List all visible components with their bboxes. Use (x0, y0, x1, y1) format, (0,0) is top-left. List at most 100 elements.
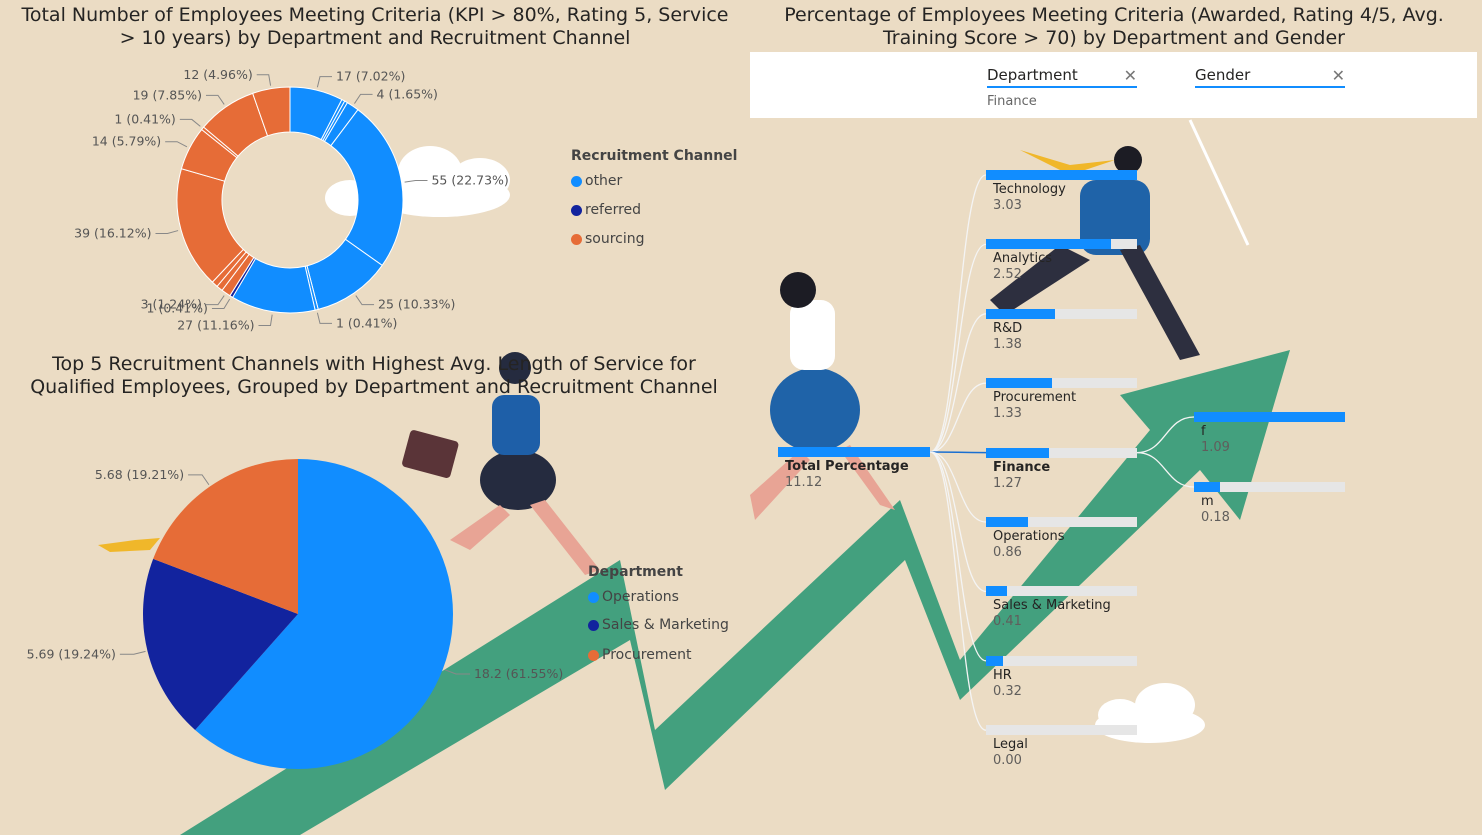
tree-node-department-label: Legal 0.00 (993, 737, 1028, 769)
tree-connector (929, 243, 987, 453)
node-value: 2.52 (993, 267, 1022, 283)
legend-item-referred[interactable]: referred (571, 202, 641, 218)
node-value: 1.33 (993, 406, 1022, 422)
tree-node-department-label: Sales & Marketing 0.41 (993, 598, 1111, 630)
tree-node-department-bar-fill (986, 308, 1056, 319)
donut-data-label: 3 (1.24%) (141, 297, 202, 312)
node-name: Legal (993, 737, 1028, 753)
legend-dot-icon (588, 591, 599, 603)
node-value: 1.09 (1201, 440, 1230, 455)
tree-node-department-bar-fill (986, 170, 1137, 180)
node-name: Operations (993, 529, 1065, 544)
legend-dot-icon (588, 649, 599, 661)
tree-node-department-bar[interactable] (986, 517, 1137, 527)
node-value: 1.27 (993, 475, 1022, 491)
tree-node-department-bar-fill (986, 517, 1029, 527)
pie-slice[interactable] (195, 459, 454, 769)
legend-item-sales-marketing[interactable]: Sales & Marketing (588, 617, 729, 633)
node-value: 1.38 (993, 336, 1022, 352)
tree-node-gender-label: m 0.18 (1201, 494, 1230, 526)
tree-node-gender-bar[interactable] (1194, 412, 1345, 422)
tree-node-department-label: Procurement 1.33 (993, 390, 1076, 422)
tree-connector (929, 382, 987, 453)
donut-data-label: 12 (4.96%) (183, 67, 252, 82)
department-field[interactable]: Department ✕ (987, 66, 1137, 88)
node-name: Total Percentage (785, 459, 909, 474)
node-name: f (1201, 424, 1206, 439)
tree-root-bar[interactable] (778, 447, 930, 457)
tree-connector (929, 451, 987, 523)
donut-chart-title: Total Number of Employees Meeting Criter… (21, 4, 729, 49)
pie-slice[interactable] (153, 459, 298, 614)
donut-data-label: 1 (0.41%) (147, 300, 208, 315)
node-value: 3.03 (993, 198, 1022, 213)
donut-leader-line (316, 312, 332, 324)
legend-dot-icon (571, 175, 582, 187)
tree-node-department-label: Analytics 2.52 (993, 251, 1052, 283)
legend-item-other[interactable]: other (571, 173, 622, 189)
donut-data-label: 25 (10.33%) (378, 297, 455, 312)
tree-node-department-bar[interactable] (986, 239, 1137, 250)
tree-node-department-bar[interactable] (986, 586, 1137, 597)
pie-chart[interactable]: 18.2 (61.55%) 5.69 (19.24%) 5.68 (19.21%) (0, 400, 580, 810)
legend-title-recruitment: Recruitment Channel (571, 148, 738, 164)
legend-dot-icon (588, 619, 599, 631)
donut-data-label: 39 (16.12%) (74, 225, 151, 240)
gender-field[interactable]: Gender ✕ (1195, 66, 1345, 88)
donut-data-label: 27 (11.16%) (177, 317, 254, 332)
close-icon[interactable]: ✕ (1123, 66, 1137, 85)
tree-node-gender-bar[interactable] (1194, 482, 1345, 492)
legend-item-procurement[interactable]: Procurement (588, 647, 691, 663)
tree-node-department-bar[interactable] (986, 308, 1137, 319)
tree-node-gender-bar-fill (1194, 482, 1220, 492)
donut-data-label: 17 (7.02%) (336, 69, 405, 84)
legend-item-operations[interactable]: Operations (588, 589, 679, 605)
runner-figure-right (990, 119, 1250, 360)
pie-leader-line (444, 669, 470, 675)
legend-dot-icon (571, 204, 582, 216)
pie-data-label: 18.2 (61.55%) (474, 666, 563, 681)
tree-node-department-bar[interactable] (986, 655, 1137, 666)
tree-root-bar-fill (778, 447, 930, 457)
legend-item-sourcing[interactable]: sourcing (571, 231, 645, 247)
tree-connector (1136, 451, 1195, 488)
node-value: 11.12 (785, 475, 823, 490)
node-name: HR (993, 667, 1012, 683)
tree-node-department-bar-fill (986, 239, 1112, 250)
scarf-shape (98, 538, 160, 552)
node-value: 0.00 (993, 753, 1022, 769)
donut-data-label: 1 (0.41%) (336, 315, 397, 330)
legend-dot-icon (571, 233, 582, 245)
tree-node-department-label: HR 0.32 (993, 668, 1022, 700)
runner-figure-left (402, 352, 600, 575)
donut-leader-line (205, 94, 225, 105)
tree-connector (929, 451, 987, 662)
donut-data-label: 1 (0.41%) (114, 111, 175, 126)
donut-leader-line (205, 295, 225, 306)
tree-node-department-bar-fill (986, 586, 1008, 597)
close-icon[interactable]: ✕ (1331, 66, 1345, 85)
donut-data-label: 55 (22.73%) (431, 172, 508, 187)
tree-node-department-bar[interactable] (986, 170, 1137, 180)
node-name: Analytics (993, 251, 1053, 267)
tree-node-department-bar-fill (986, 447, 1050, 458)
node-name: Procurement (993, 390, 1077, 406)
tree-node-department-bar[interactable] (986, 725, 1137, 736)
node-name: Technology (993, 182, 1066, 197)
donut-slice[interactable] (252, 86, 291, 137)
tree-node-department-bar[interactable] (986, 378, 1137, 389)
donut-chart[interactable]: 17 (7.02%) 4 (1.65%) 55 (22.73%) 25 (10.33%… (0, 60, 560, 350)
tree-node-department-bar[interactable] (986, 447, 1137, 458)
donut-leader-line (354, 93, 373, 104)
tree-connector (929, 451, 987, 731)
decomp-field-panel: Department ✕ Finance Gender ✕ (750, 52, 1477, 118)
tree-connector (929, 174, 987, 453)
node-name: R&D (993, 320, 1023, 336)
tree-node-department-label: R&D 1.38 (993, 321, 1022, 353)
department-field-value: Finance (987, 94, 1037, 109)
donut-leader-line (155, 230, 179, 234)
node-value: 0.41 (993, 614, 1022, 630)
pie-slice[interactable] (142, 558, 298, 730)
donut-leader-line (256, 74, 272, 86)
